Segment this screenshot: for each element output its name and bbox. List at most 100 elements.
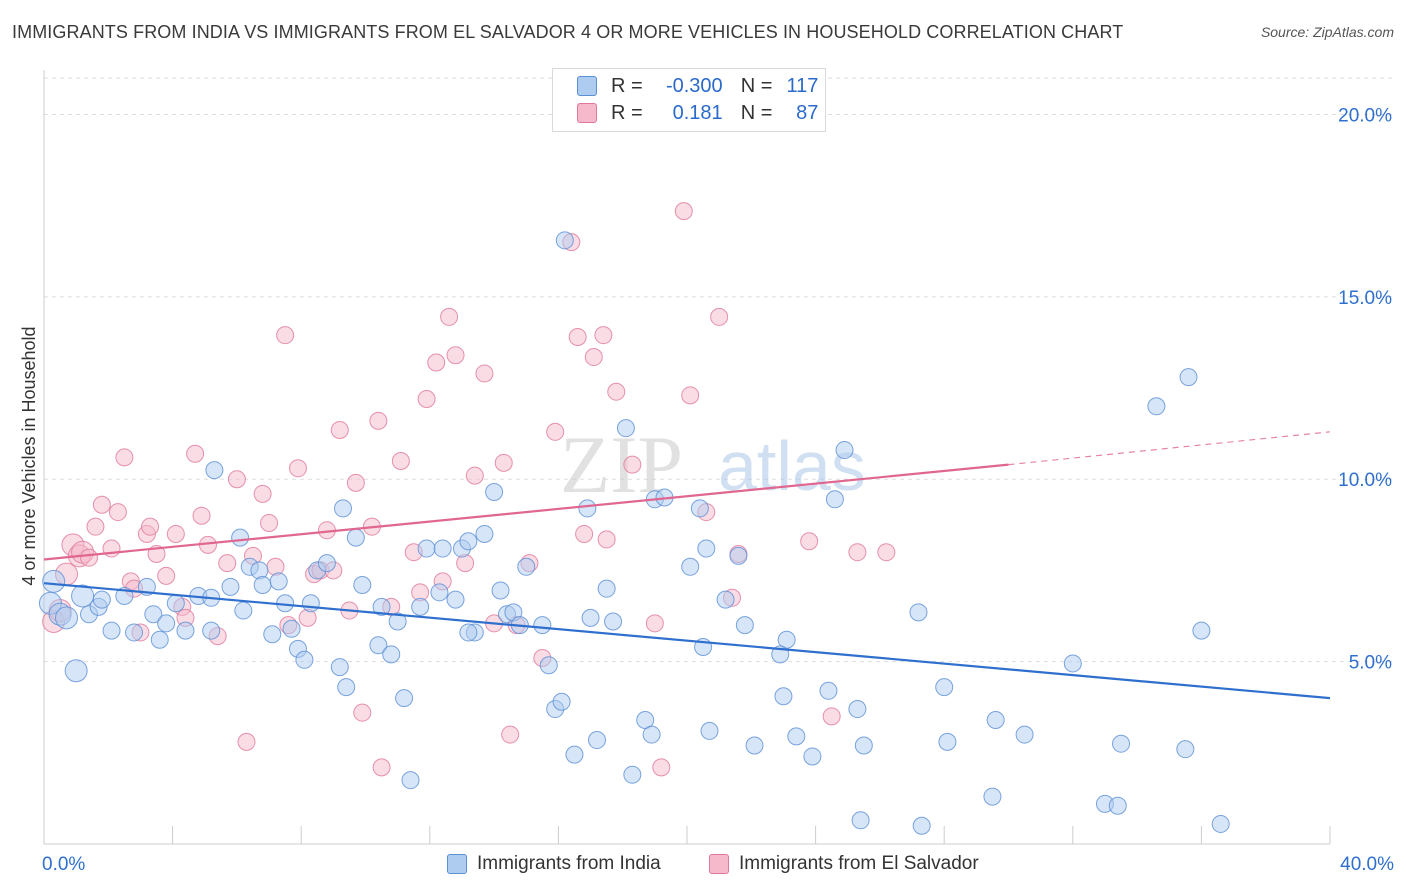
point-elsalvador	[645, 614, 664, 633]
point-india	[221, 577, 240, 596]
point-india	[92, 590, 111, 609]
point-india	[330, 658, 349, 677]
point-elsalvador	[346, 473, 365, 492]
point-elsalvador	[141, 517, 160, 536]
point-elsalvador	[330, 420, 349, 439]
point-india	[282, 619, 301, 638]
point-india	[735, 616, 754, 635]
point-elsalvador	[298, 608, 317, 627]
point-elsalvador	[227, 470, 246, 489]
point-india	[835, 441, 854, 460]
point-india	[1211, 814, 1230, 833]
bottom-legend-india: Immigrants from India	[447, 852, 661, 876]
point-elsalvador	[237, 732, 256, 751]
point-india	[697, 539, 716, 558]
point-elsalvador	[494, 453, 513, 472]
point-india	[1179, 368, 1198, 387]
point-elsalvador	[260, 514, 279, 533]
tick-labels: 5.0% 10.0% 15.0% 20.0% 0.0% 40.0%	[42, 105, 1394, 875]
x-tick-label: 0.0%	[42, 854, 85, 875]
point-india	[983, 787, 1002, 806]
point-india	[1147, 397, 1166, 416]
point-india	[1108, 796, 1127, 815]
point-india	[491, 581, 510, 600]
point-elsalvador	[440, 307, 459, 326]
point-india	[388, 612, 407, 631]
axes	[43, 70, 1331, 845]
point-india	[231, 528, 250, 547]
trend-lines	[43, 431, 1331, 700]
bottom-legend-elsalvador: Immigrants from El Salvador	[709, 852, 979, 876]
point-india	[433, 539, 452, 558]
trend-line-india	[43, 582, 1331, 700]
point-elsalvador	[681, 386, 700, 405]
point-india	[459, 623, 478, 642]
point-india	[55, 606, 79, 630]
point-india	[372, 597, 391, 616]
legend-r-value-india: -0.300	[665, 74, 723, 97]
point-india	[166, 594, 185, 613]
point-india	[269, 572, 288, 591]
bottom-legend-label-elsalvador: Immigrants from El Salvador	[739, 853, 979, 874]
point-india	[295, 650, 314, 669]
point-elsalvador	[446, 346, 465, 365]
point-india	[690, 499, 709, 518]
point-india	[745, 736, 764, 755]
point-india	[587, 731, 606, 750]
point-india	[848, 700, 867, 719]
point-india	[337, 678, 356, 697]
point-elsalvador	[353, 703, 372, 722]
x-tick-label: 40.0%	[1340, 854, 1394, 875]
point-india	[681, 557, 700, 576]
point-elsalvador	[848, 543, 867, 562]
point-elsalvador	[674, 202, 693, 221]
point-elsalvador	[276, 326, 295, 345]
point-elsalvador	[607, 382, 626, 401]
point-india	[1112, 734, 1131, 753]
point-elsalvador	[501, 725, 520, 744]
point-india	[430, 583, 449, 602]
point-elsalvador	[92, 495, 111, 514]
point-elsalvador	[186, 444, 205, 463]
legend-r-label-elsalvador: R =	[611, 101, 643, 124]
point-india	[202, 621, 221, 640]
trend-line-elsalvador	[43, 463, 1009, 561]
point-india	[446, 590, 465, 609]
point-elsalvador	[597, 530, 616, 549]
point-india	[263, 625, 282, 644]
legend-swatch-india	[577, 76, 597, 96]
point-india	[597, 579, 616, 598]
point-india	[700, 721, 719, 740]
point-elsalvador	[288, 459, 307, 478]
point-india	[395, 689, 414, 708]
point-india	[205, 461, 224, 480]
point-india	[787, 727, 806, 746]
point-india	[825, 490, 844, 509]
source-label: Source: ZipAtlas.com	[1260, 24, 1394, 40]
point-india	[459, 532, 478, 551]
point-india	[346, 528, 365, 547]
point-india	[581, 608, 600, 627]
point-india	[333, 499, 352, 518]
point-india	[411, 597, 430, 616]
legend-n-label-india: N =	[740, 74, 773, 97]
point-india	[642, 725, 661, 744]
point-india	[250, 561, 269, 580]
point-india	[854, 736, 873, 755]
point-india	[616, 419, 635, 438]
point-india	[938, 732, 957, 751]
bottom-legend-swatch-india	[447, 854, 467, 874]
point-elsalvador	[115, 448, 134, 467]
point-india	[935, 678, 954, 697]
legend-r-label-india: R =	[611, 74, 643, 97]
bottom-legend-label-india: Immigrants from India	[477, 853, 661, 874]
point-elsalvador	[80, 548, 99, 567]
legend-n-label-elsalvador: N =	[740, 101, 773, 124]
legend-n-value-india: 117	[786, 74, 819, 97]
point-elsalvador	[710, 307, 729, 326]
chart-title: IMMIGRANTS FROM INDIA VS IMMIGRANTS FROM…	[12, 22, 1124, 42]
point-elsalvador	[594, 326, 613, 345]
legend-n-value-elsalvador: 87	[796, 101, 819, 124]
point-india	[578, 499, 597, 518]
point-india	[64, 659, 88, 683]
